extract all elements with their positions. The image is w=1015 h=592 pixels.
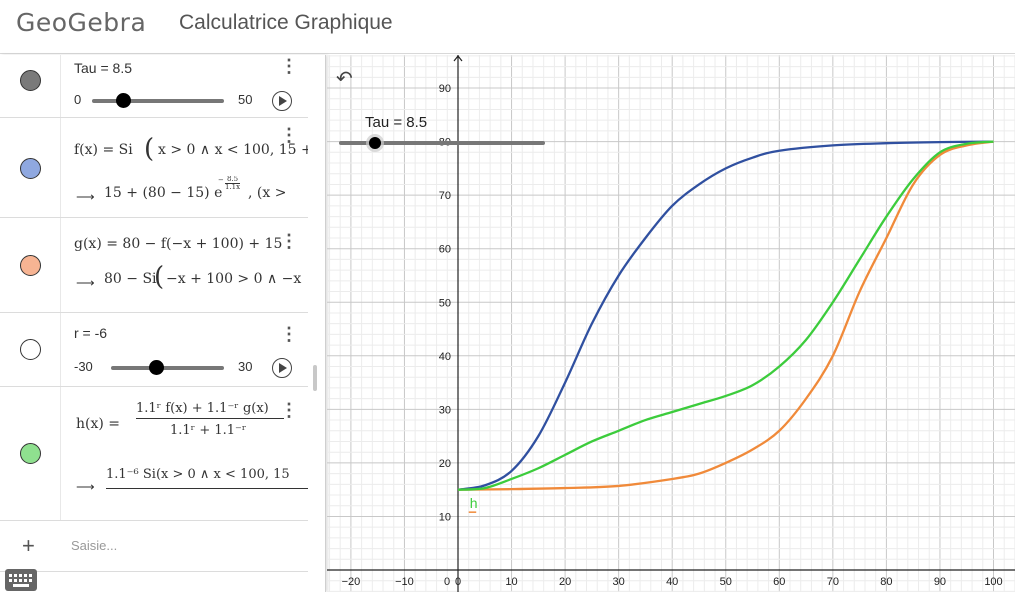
marble-column <box>0 313 61 386</box>
plus-icon[interactable]: + <box>22 533 35 558</box>
curve-label-h: h <box>470 495 478 511</box>
output-prefix-f: 15 + (80 − 15) e <box>104 185 223 201</box>
output-arrow-icon: ⟶ <box>76 275 95 290</box>
exponent-numerator: 8.5 <box>225 176 241 184</box>
algebra-item-r[interactable]: r = -6 ⋮ -30 30 <box>0 313 308 387</box>
algebra-item-tau[interactable]: Tau = 8.5 ⋮ 0 50 <box>0 55 308 118</box>
x-tick-label: 20 <box>559 576 571 588</box>
play-icon[interactable] <box>272 358 292 378</box>
x-tick-label: 60 <box>773 576 785 588</box>
x-tick-label: 100 <box>984 576 1002 588</box>
y-tick-label: 90 <box>439 83 451 95</box>
more-options-icon[interactable]: ⋮ <box>280 56 298 76</box>
y-tick-label: 60 <box>439 244 451 256</box>
x-tick-label: −20 <box>342 576 361 588</box>
algebra-item-g[interactable]: ⋮ g(x) = 80 − f(−x + 100) + 15 ⟶ 80 − Si… <box>0 218 308 313</box>
exponent-fraction: − <box>218 176 224 184</box>
output-arrow-icon: ⟶ <box>76 189 95 204</box>
y-tick-label: 70 <box>439 190 451 202</box>
curve-g[interactable] <box>457 140 994 491</box>
marble-column <box>0 118 61 217</box>
visibility-toggle-r[interactable] <box>20 339 41 360</box>
canvas-slider-thumb[interactable] <box>369 137 381 149</box>
output-numerator-h: 1.1⁻⁶ Si(x > 0 ∧ x < 100, 15 <box>106 467 308 489</box>
slider-min-r: -30 <box>74 359 93 374</box>
canvas-slider-label[interactable]: Tau = 8.5 <box>365 114 428 131</box>
app-title: Calculatrice Graphique <box>179 11 393 34</box>
visibility-toggle-h[interactable] <box>20 443 41 464</box>
marble-column <box>0 387 61 520</box>
scrollbar[interactable] <box>313 365 317 391</box>
algebra-item-h[interactable]: ⋮ h(x) = 1.1ʳ f(x) + 1.1⁻ʳ g(x) 1.1ʳ + 1… <box>0 387 308 521</box>
more-options-icon[interactable]: ⋮ <box>280 125 298 145</box>
more-options-icon[interactable]: ⋮ <box>280 400 298 420</box>
x-tick-label: 90 <box>934 576 946 588</box>
curve-h[interactable] <box>457 140 994 491</box>
slider-thumb-tau[interactable] <box>116 93 131 108</box>
slider-max-r: 30 <box>238 359 253 374</box>
y-tick-label: 40 <box>439 351 451 363</box>
paren-open: ( <box>144 136 155 164</box>
output-g: 80 − Si ( −x + 100 > 0 ∧ −x <box>104 262 308 294</box>
definition-numerator-h: 1.1ʳ f(x) + 1.1⁻ʳ g(x) <box>136 401 284 419</box>
graphics-view[interactable]: −20 −10 0 10 20 30 40 50 60 70 80 90 100 0 10 20 30 40 50 6… <box>327 55 1015 592</box>
slider-label-tau[interactable]: Tau = 8.5 <box>74 60 132 76</box>
definition-g[interactable]: g(x) = 80 − f(−x + 100) + 15 <box>74 234 308 256</box>
y-tick-label: 10 <box>439 511 451 523</box>
keyboard-icon[interactable] <box>5 569 37 591</box>
exponent-fraction-f: 8.5 1.1x <box>225 176 241 191</box>
output-rest-g: −x + 100 > 0 ∧ −x <box>166 271 302 287</box>
definition-f[interactable]: f(x) = Si ( x > 0 ∧ x < 100, 15 + <box>74 136 308 166</box>
top-bar: GeoGebra Calculatrice Graphique <box>0 0 1015 54</box>
x-tick-label: 80 <box>880 576 892 588</box>
y-tick-label: 20 <box>439 458 451 470</box>
output-suffix-f: , (x > <box>248 185 287 201</box>
y-tick-label: 30 <box>439 404 451 416</box>
x-tick-label: −10 <box>395 576 414 588</box>
x-tick-label: 40 <box>666 576 678 588</box>
x-tick-label: 0 <box>455 576 461 588</box>
y-tick-label: 50 <box>439 297 451 309</box>
definition-text-g: g(x) = 80 − f(−x + 100) + 15 <box>74 236 283 252</box>
undo-icon[interactable]: ↶ <box>336 68 353 90</box>
output-arrow-icon: ⟶ <box>76 479 95 494</box>
more-options-icon[interactable]: ⋮ <box>280 324 298 344</box>
output-f: 15 + (80 − 15) e − 8.5 1.1x , (x > <box>104 176 308 208</box>
algebra-panel: Tau = 8.5 ⋮ 0 50 ⋮ f(x) = Si ( x > 0 ∧ x… <box>0 55 326 592</box>
curve-f[interactable] <box>457 140 994 491</box>
definition-lhs-h: h(x) = <box>76 416 121 432</box>
x-tick-label: 10 <box>505 576 517 588</box>
more-options-icon[interactable]: ⋮ <box>280 231 298 251</box>
x-tick-label: 50 <box>720 576 732 588</box>
input-field[interactable]: Saisie... <box>71 538 118 553</box>
x-tick-label: 30 <box>613 576 625 588</box>
definition-prefix-f: f(x) = Si <box>74 142 133 158</box>
output-prefix-g: 80 − Si <box>104 271 157 287</box>
output-h: 1.1⁻⁶ Si(x > 0 ∧ x < 100, 15 <box>104 461 308 493</box>
definition-h[interactable]: 1.1ʳ f(x) + 1.1⁻ʳ g(x) 1.1ʳ + 1.1⁻ʳ <box>134 401 286 445</box>
slider-track-tau[interactable] <box>92 99 224 103</box>
slider-track-r[interactable] <box>111 366 224 370</box>
algebra-item-f[interactable]: ⋮ f(x) = Si ( x > 0 ∧ x < 100, 15 + ⟶ 15… <box>0 118 308 218</box>
definition-denominator-h: 1.1ʳ + 1.1⁻ʳ <box>170 423 247 438</box>
exponent-denominator: 1.1x <box>225 183 241 191</box>
marble-column <box>0 55 61 117</box>
slider-label-r[interactable]: r = -6 <box>74 325 108 341</box>
geogebra-logo[interactable]: GeoGebra <box>16 8 147 37</box>
visibility-toggle-tau[interactable] <box>20 70 41 91</box>
input-bar[interactable]: + Saisie... <box>0 521 308 572</box>
x-tick-label: 70 <box>827 576 839 588</box>
visibility-toggle-g[interactable] <box>20 255 41 276</box>
slider-min-tau: 0 <box>74 92 82 107</box>
slider-max-tau: 50 <box>238 92 253 107</box>
play-icon[interactable] <box>272 91 292 111</box>
paren-open: ( <box>154 262 165 292</box>
definition-rest-f: x > 0 ∧ x < 100, 15 + <box>158 142 308 158</box>
origin-label: 0 <box>444 576 450 588</box>
visibility-toggle-f[interactable] <box>20 158 41 179</box>
slider-thumb-r[interactable] <box>149 360 164 375</box>
marble-column <box>0 218 61 312</box>
y-axis-arrow <box>453 55 463 62</box>
